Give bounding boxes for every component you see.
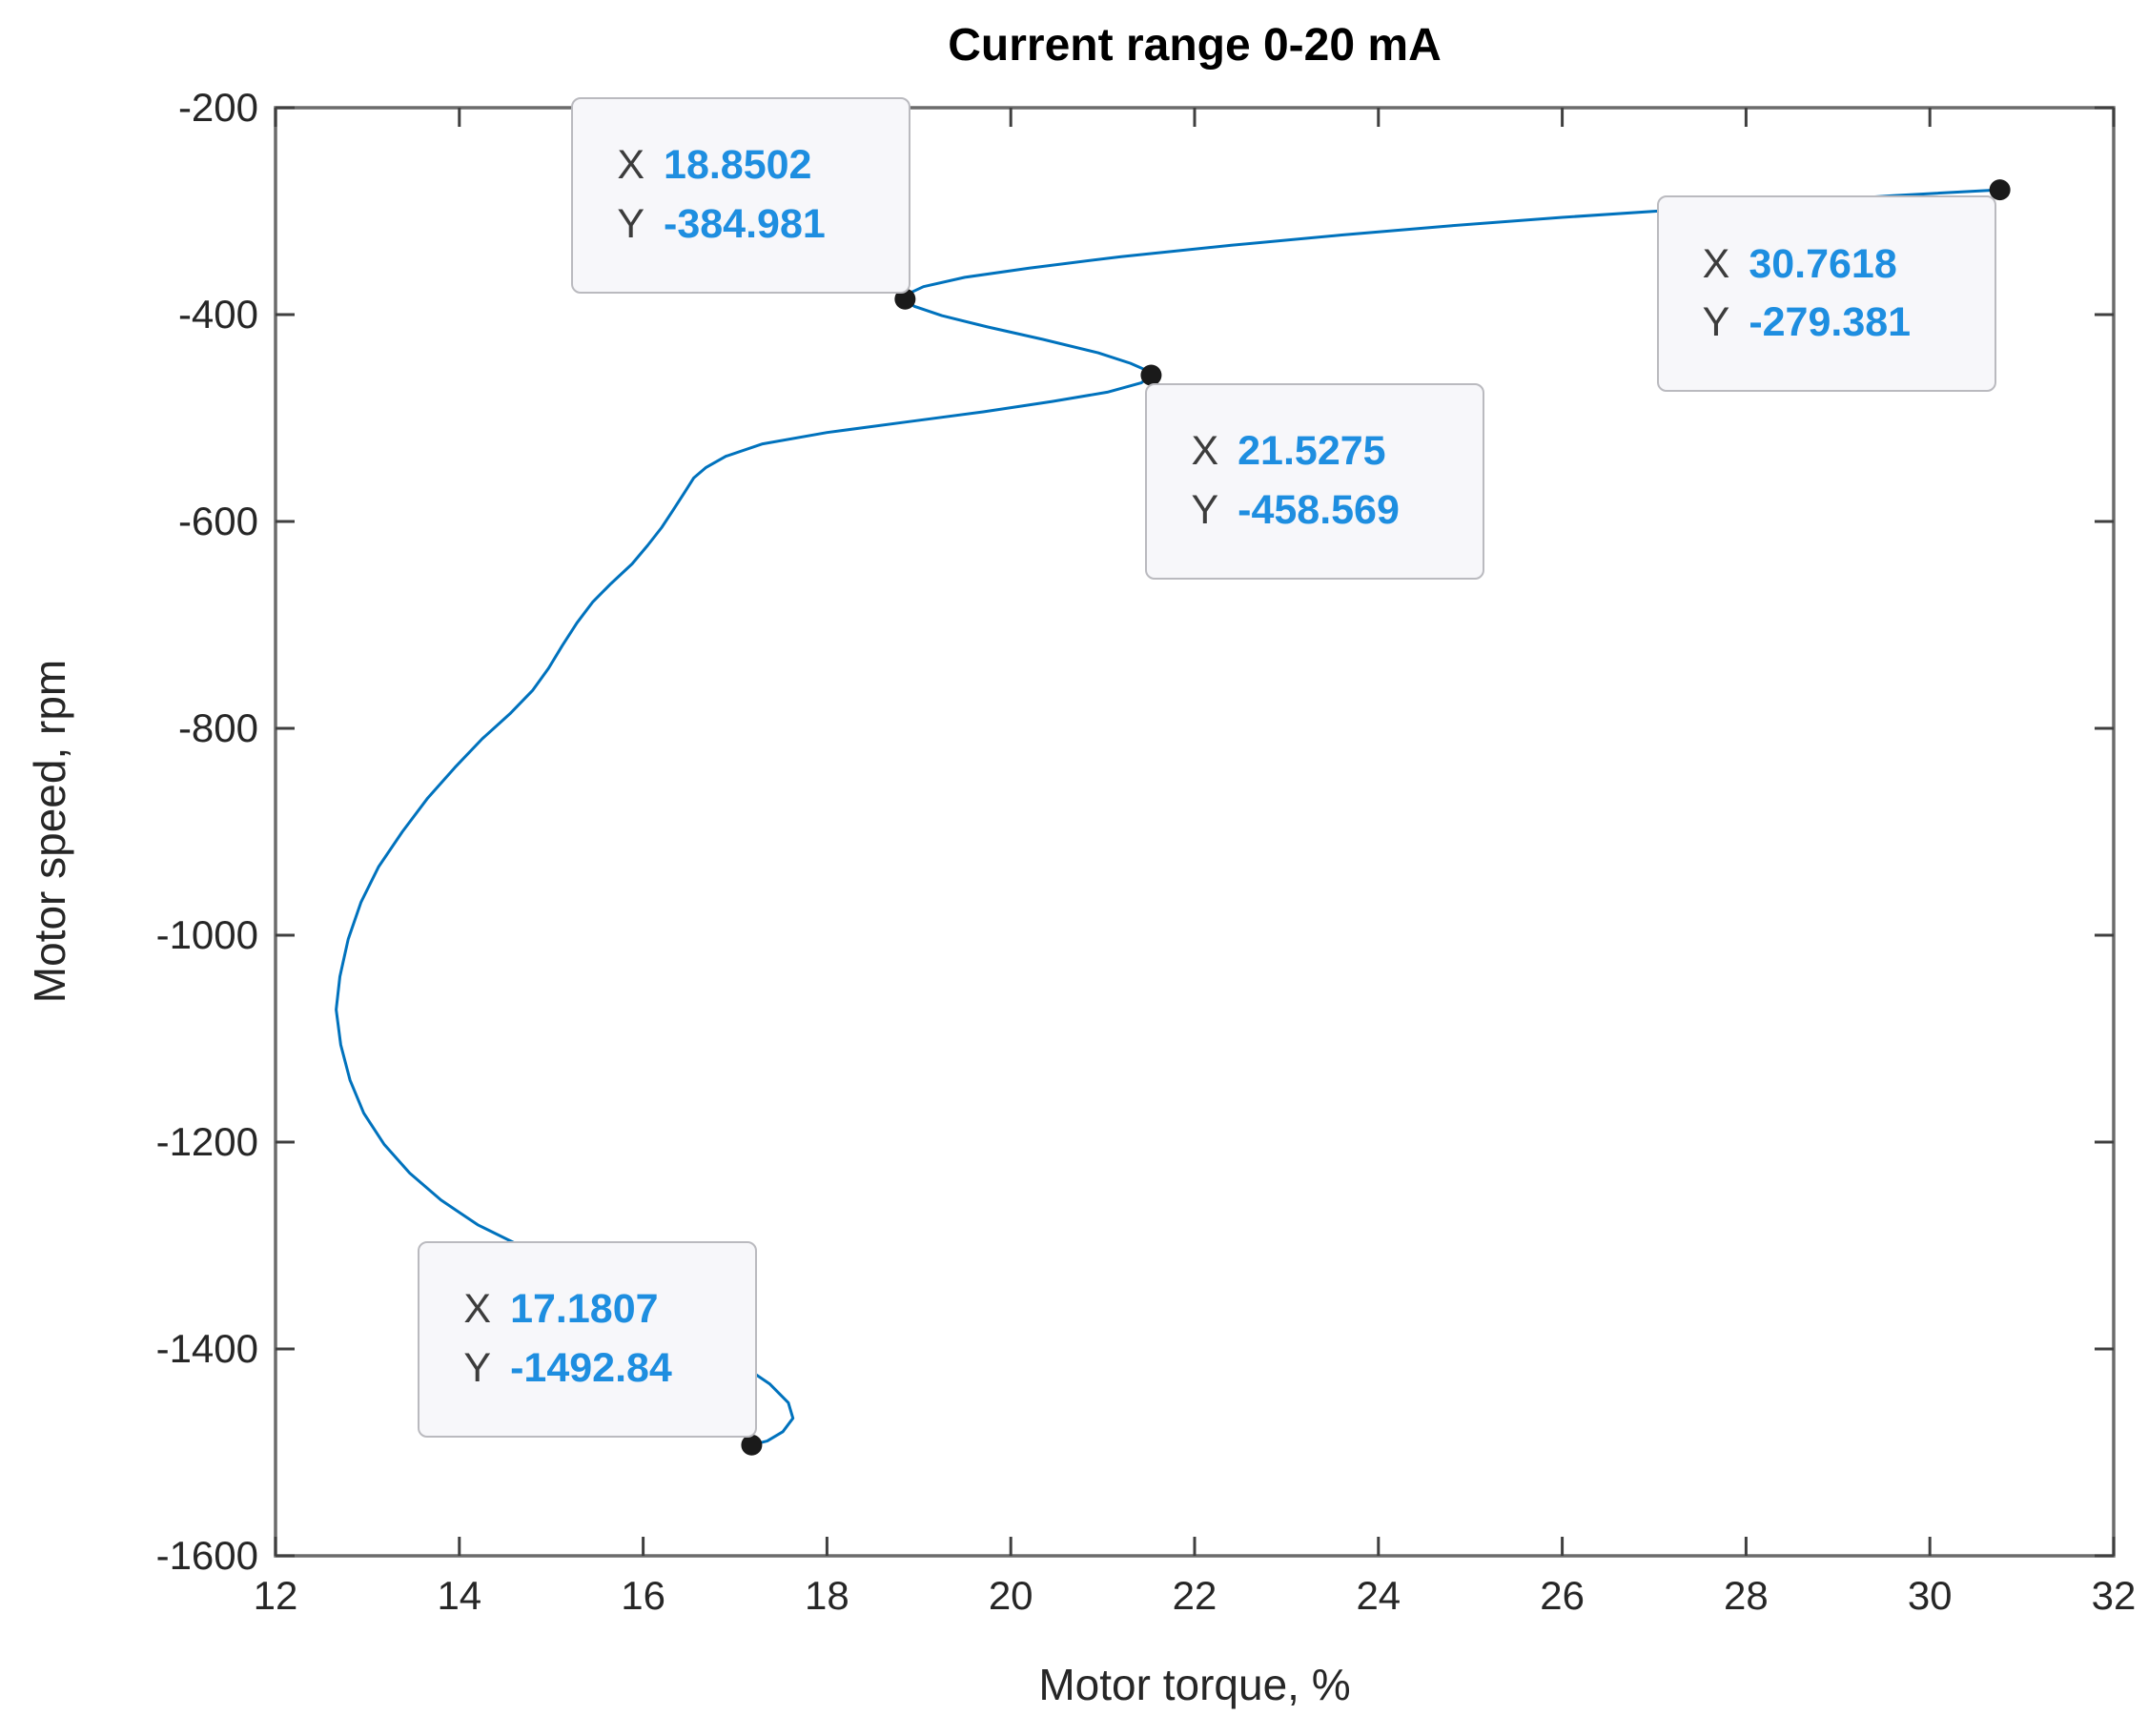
datatip-marker[interactable] [1140,364,1162,386]
datatip-x-letter: X [617,142,645,189]
x-tick-label: 20 [988,1573,1033,1618]
x-tick-label: 12 [253,1573,298,1618]
datatip-y-row: Y -279.381 [1702,299,1995,346]
datatip-y-value: -458.569 [1238,486,1400,533]
x-tick-label: 30 [1907,1573,1953,1618]
datatip-x-letter: X [1702,240,1730,287]
datatip-x-row: X 17.1807 [463,1286,755,1333]
x-axis-label: Motor torque, % [1038,1660,1351,1709]
y-tick-label: -1600 [155,1533,258,1578]
x-tick-label: 26 [1540,1573,1585,1618]
y-axis-label: Motor speed, rpm [25,659,74,1004]
y-tick-label: -600 [177,499,258,543]
chart-title: Current range 0-20 mA [948,20,1442,71]
datatip-marker[interactable] [741,1434,763,1456]
datatip-y-letter: Y [463,1344,492,1391]
x-tick-label: 28 [1724,1573,1769,1618]
datatip[interactable]: X 21.5275 Y -458.569 [1145,382,1485,580]
datatip-y-letter: Y [1191,486,1219,533]
datatip-marker[interactable] [894,288,916,310]
x-tick-label: 18 [805,1573,849,1618]
datatip-x-letter: X [463,1286,492,1333]
y-tick-label: -400 [177,292,258,337]
datatip[interactable]: X 18.8502 Y -384.981 [571,96,911,294]
datatip[interactable]: X 30.7618 Y -279.381 [1656,195,1996,393]
datatip-y-letter: Y [1702,299,1730,346]
x-tick-label: 32 [2091,1573,2137,1618]
y-tick-label: -1400 [155,1326,258,1371]
datatip-y-value: -279.381 [1749,299,1912,346]
x-tick-label: 14 [437,1573,482,1618]
datatip-y-value: -384.981 [664,200,826,247]
y-tick-label: -1000 [155,912,258,957]
datatip-x-value: 18.8502 [664,142,812,189]
datatip-y-row: Y -384.981 [617,200,909,247]
datatip-marker[interactable] [1989,179,2011,201]
datatip-y-letter: Y [617,200,645,247]
datatip-y-value: -1492.84 [510,1344,672,1391]
datatip-x-value: 17.1807 [510,1286,659,1333]
datatip-x-letter: X [1191,428,1219,475]
y-tick-label: -800 [177,705,258,750]
y-tick-label: -200 [177,85,258,130]
x-tick-label: 22 [1172,1573,1217,1618]
datatip-x-row: X 30.7618 [1702,240,1995,287]
datatip-x-value: 21.5275 [1238,428,1386,475]
x-tick-label: 16 [621,1573,665,1618]
y-tick-label: -1200 [155,1119,258,1164]
datatip-y-row: Y -458.569 [1191,486,1483,533]
datatip-x-value: 30.7618 [1749,240,1897,287]
datatip-y-row: Y -1492.84 [463,1344,755,1391]
datatip[interactable]: X 17.1807 Y -1492.84 [418,1240,758,1438]
x-tick-label: 24 [1356,1573,1401,1618]
datatip-x-row: X 18.8502 [617,142,909,189]
datatip-x-row: X 21.5275 [1191,428,1483,475]
